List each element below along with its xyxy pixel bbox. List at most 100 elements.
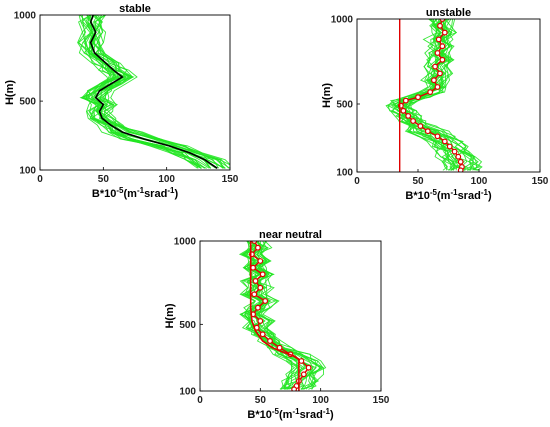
x-axis-label: B*10-5(m-1srad-1) xyxy=(247,407,334,421)
profile-marker xyxy=(435,36,442,43)
profile-line xyxy=(239,241,299,390)
y-tick-label: 500 xyxy=(336,100,353,111)
profile-marker xyxy=(434,50,441,56)
x-axis-label-part: srad xyxy=(458,190,481,202)
profile-line xyxy=(252,241,324,390)
y-tick-label: 100 xyxy=(179,387,196,398)
plot-area xyxy=(385,19,483,172)
profile-line xyxy=(81,15,202,169)
profile-marker xyxy=(441,29,448,36)
profile-marker xyxy=(257,318,264,324)
axes-frame xyxy=(39,14,231,171)
profile-line xyxy=(77,15,199,169)
x-axis-label-part: B*10 xyxy=(405,190,429,202)
x-tick-label: 50 xyxy=(255,395,267,406)
x-axis-label-superscript: -1 xyxy=(323,407,331,416)
profile-marker xyxy=(257,258,264,264)
x-axis-label-superscript: -1 xyxy=(167,186,175,195)
profile-line xyxy=(390,19,450,171)
x-tick-label: 50 xyxy=(98,174,110,185)
chart-title: stable xyxy=(119,3,151,15)
y-tick-label: 1000 xyxy=(331,15,354,26)
profile-marker xyxy=(417,123,424,129)
profile-marker xyxy=(259,331,266,338)
profile-marker xyxy=(434,84,441,90)
profile-marker xyxy=(251,291,258,298)
profile-marker xyxy=(262,298,269,304)
y-axis-label: H(m) xyxy=(321,83,333,108)
profile-line xyxy=(242,241,302,390)
x-tick-label: 0 xyxy=(197,395,203,406)
profile-marker xyxy=(434,133,441,140)
x-axis-label-part: ) xyxy=(488,190,492,202)
y-tick-label: 500 xyxy=(179,320,196,331)
plot-area xyxy=(238,241,327,391)
profile-marker xyxy=(451,148,458,155)
x-axis-label-superscript: -5 xyxy=(272,407,280,416)
mean-profile-line xyxy=(249,241,300,391)
profile-marker xyxy=(437,70,443,77)
profile-line xyxy=(410,19,483,171)
profile-marker xyxy=(298,358,305,364)
axes-frame xyxy=(356,18,541,173)
y-tick-label: 1000 xyxy=(14,11,37,22)
profile-line xyxy=(93,15,230,169)
profile-marker xyxy=(254,244,261,251)
x-axis-label-superscript: -1 xyxy=(137,186,145,195)
profile-marker xyxy=(441,138,448,145)
profile-line xyxy=(385,19,452,171)
x-tick-label: 0 xyxy=(354,176,360,187)
profile-marker xyxy=(251,241,258,244)
plot-area xyxy=(77,15,230,169)
profile-line xyxy=(393,19,457,171)
chart-unstable: 0 50 100 1501005001000unstableH(m)B*10-5(m-… xyxy=(321,7,549,202)
x-axis-label-part: ) xyxy=(330,409,334,421)
x-axis-label-superscript: -1 xyxy=(450,188,458,197)
x-axis-label-part: ) xyxy=(174,188,178,200)
x-tick-label: 150 xyxy=(222,174,239,185)
axes-frame xyxy=(199,240,382,392)
y-tick-label: 500 xyxy=(19,97,36,108)
profile-marker xyxy=(432,63,439,70)
x-tick-label: 0 xyxy=(37,174,43,185)
chart-title: near neutral xyxy=(259,229,322,241)
x-axis-label-part: (m xyxy=(437,190,451,202)
x-tick-label: 50 xyxy=(412,176,424,187)
x-axis-label: B*10-5(m-1srad-1) xyxy=(405,188,492,202)
x-axis-label: B*10-5(m-1srad-1) xyxy=(92,186,179,200)
profile-marker xyxy=(457,167,464,172)
x-axis-label-part: B*10 xyxy=(247,409,271,421)
profile-marker xyxy=(405,112,412,119)
profile-line xyxy=(255,241,321,390)
profile-marker xyxy=(410,118,417,124)
x-axis-label-part: B*10 xyxy=(92,188,116,200)
profile-marker xyxy=(415,94,421,101)
profile-marker xyxy=(254,304,261,311)
profile-marker xyxy=(439,56,446,63)
x-tick-label: 150 xyxy=(532,176,549,187)
chart-title: unstable xyxy=(426,7,471,19)
profile-marker xyxy=(291,386,297,391)
mean-profile-line xyxy=(89,15,218,169)
profile-marker xyxy=(259,271,266,278)
x-tick-label: 100 xyxy=(312,395,329,406)
profile-line xyxy=(240,241,305,390)
x-axis-label-superscript: -1 xyxy=(292,407,300,416)
x-tick-label: 100 xyxy=(158,174,175,185)
profile-marker xyxy=(431,77,437,84)
mean-profile-line xyxy=(400,19,463,171)
x-axis-label-superscript: -5 xyxy=(430,188,438,197)
profile-marker xyxy=(457,158,464,165)
x-axis-label-superscript: -1 xyxy=(481,188,489,197)
y-tick-label: 100 xyxy=(19,166,36,177)
x-axis-label-part: srad xyxy=(300,409,323,421)
profile-line xyxy=(92,15,230,166)
x-axis-label-part: (m xyxy=(123,188,137,200)
y-tick-label: 100 xyxy=(336,168,353,179)
chart-stable: 0 50 100 1501005001000stableH(m)B*10-5(m-1s… xyxy=(4,3,239,200)
x-axis-label-part: srad xyxy=(144,188,167,200)
x-tick-label: 150 xyxy=(373,395,390,406)
y-axis-label: H(m) xyxy=(164,303,176,328)
profile-line xyxy=(404,19,480,171)
